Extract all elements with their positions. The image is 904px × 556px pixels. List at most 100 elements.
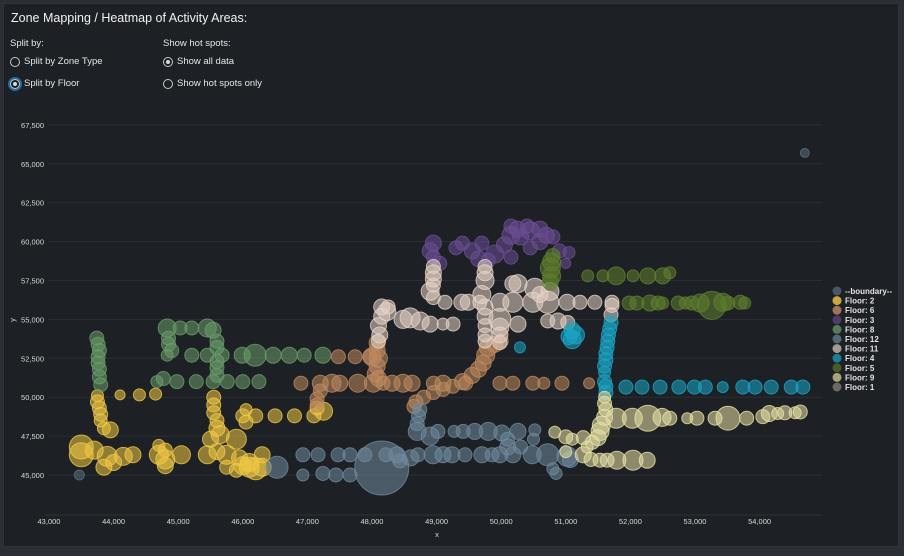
x-tick-label: 48,000 (361, 517, 384, 526)
bubble (474, 235, 490, 251)
bubble (114, 389, 126, 401)
bubble (184, 320, 200, 336)
bubble (652, 379, 668, 395)
bubble (598, 365, 612, 379)
series-floor-5 (539, 248, 752, 320)
bubble (541, 273, 559, 291)
bubble (457, 447, 473, 463)
bubble (596, 269, 610, 283)
bubble (235, 374, 251, 390)
bubble (500, 431, 516, 447)
bubble (330, 349, 346, 365)
radio-split-floor[interactable]: Split by Floor (10, 78, 79, 89)
bubble (522, 240, 538, 256)
radio-hot-spots-only[interactable]: Show hot spots only (163, 78, 262, 89)
legend-swatch-icon (832, 286, 842, 296)
bubble (472, 294, 488, 310)
bubble (755, 409, 771, 425)
radio-circle-icon[interactable] (163, 78, 173, 89)
bubble (738, 296, 752, 310)
bubble (618, 379, 634, 395)
bubble (202, 430, 219, 448)
bubble (132, 388, 146, 402)
legend-swatch-icon (832, 372, 842, 382)
bubble (492, 375, 508, 391)
bubble (560, 257, 572, 269)
series-floor-3 (421, 218, 576, 271)
radio-label: Split by Floor (24, 78, 80, 89)
radio-circle-icon[interactable] (10, 56, 20, 67)
bubble (362, 349, 378, 365)
bubble (392, 453, 408, 469)
bubble (638, 451, 656, 469)
x-tick-label: 51,000 (554, 517, 577, 526)
x-tick-label: 44,000 (102, 517, 125, 526)
bubble (795, 379, 811, 395)
bubble (484, 447, 500, 463)
series-floor-11 (369, 258, 620, 351)
legend-item: Floor: 4 (845, 354, 875, 363)
bubble (370, 333, 386, 349)
bubble (403, 374, 421, 392)
bubble (347, 349, 363, 365)
bubble (509, 315, 527, 333)
bubble (152, 438, 166, 452)
bubble (560, 328, 578, 346)
bubble (771, 407, 785, 421)
bubble (280, 346, 298, 364)
radio-selected-icon[interactable] (163, 56, 173, 67)
bubble (626, 269, 640, 283)
bubble (150, 375, 164, 389)
bubble (527, 432, 540, 446)
bubble (562, 245, 576, 259)
bubble (656, 296, 670, 310)
bubble (380, 299, 396, 315)
bubble (239, 403, 253, 417)
radio-selected-icon[interactable] (10, 78, 20, 89)
bubble (559, 445, 573, 459)
y-tick-label: 62,500 (21, 199, 44, 208)
bubble (375, 375, 391, 391)
bubble (84, 440, 104, 460)
radio-split-zone-type[interactable]: Split by Zone Type (10, 56, 103, 67)
legend-swatch-icon (832, 324, 842, 334)
hot-spots-label: Show hot spots: (163, 38, 231, 49)
legend-swatch-icon (832, 334, 842, 344)
radio-show-all-data[interactable]: Show all data (163, 56, 234, 67)
bubble (248, 408, 264, 424)
y-tick-label: 52,500 (21, 354, 44, 363)
series-floor-2 (68, 387, 334, 481)
bubble (421, 315, 439, 333)
bubble (228, 462, 244, 478)
bubble (598, 390, 612, 404)
bubble (587, 294, 603, 310)
bubble (296, 347, 312, 363)
legend-swatch-icon (832, 353, 842, 363)
y-tick-label: 67,500 (21, 121, 44, 130)
bubble (581, 269, 595, 283)
bubble (504, 275, 522, 293)
bubble (548, 425, 562, 439)
x-axis-label: x (435, 530, 439, 539)
x-tick-label: 54,000 (748, 517, 771, 526)
legend-item: Floor: 1 (845, 383, 875, 392)
bubble (681, 412, 694, 425)
series-floor-8 (89, 318, 332, 393)
bubble (124, 446, 142, 464)
bubble (315, 465, 331, 481)
bubble (295, 447, 311, 463)
legend-item: Floor: 9 (845, 373, 875, 382)
bubble (293, 375, 309, 391)
bubble (342, 467, 358, 483)
bubble (739, 410, 755, 426)
bubble (331, 374, 349, 392)
bubble (580, 440, 594, 454)
panel-title: Zone Mapping / Heatmap of Activity Areas… (11, 11, 248, 25)
legend-item: Floor: 6 (845, 306, 875, 315)
legend-item: Floor: 3 (845, 316, 875, 325)
bubble (763, 379, 779, 395)
bubble (540, 313, 556, 329)
bubble (156, 457, 174, 475)
x-tick-label: 47,000 (296, 517, 319, 526)
bubble (606, 266, 626, 286)
